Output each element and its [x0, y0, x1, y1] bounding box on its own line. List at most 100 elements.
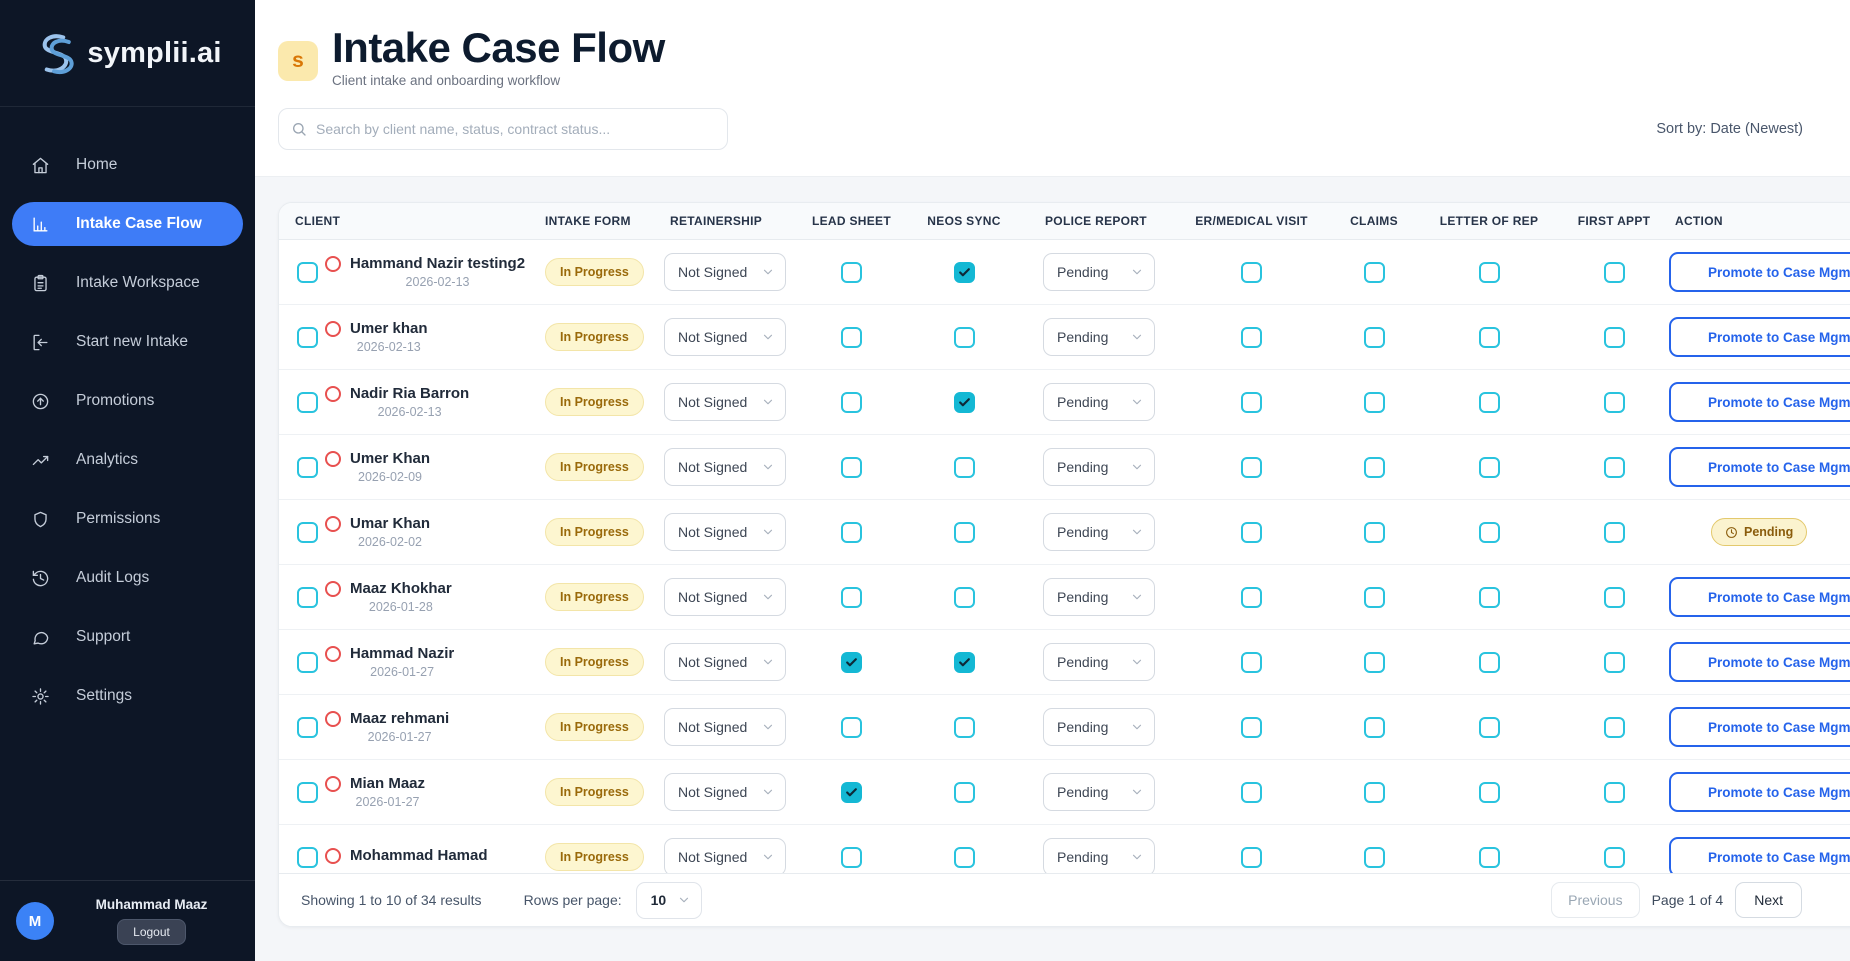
retainership-select[interactable]: Not Signed [664, 578, 786, 617]
retainership-select[interactable]: Not Signed [664, 773, 786, 812]
police-report-select[interactable]: Pending [1043, 448, 1155, 487]
neos-sync-checkbox[interactable] [953, 456, 975, 478]
promote-to-case-mgmt-button[interactable]: Promote to Case Mgmt [1669, 317, 1850, 358]
letter-of-rep-checkbox[interactable] [1478, 521, 1500, 543]
row-select-checkbox[interactable] [296, 651, 318, 673]
retainership-select[interactable]: Not Signed [664, 318, 786, 357]
lead-sheet-checkbox[interactable] [841, 456, 862, 478]
first-appt-checkbox[interactable] [1603, 781, 1625, 803]
first-appt-checkbox[interactable] [1603, 261, 1625, 283]
claims-checkbox[interactable] [1363, 846, 1385, 868]
letter-of-rep-checkbox[interactable] [1478, 846, 1500, 868]
lead-sheet-checkbox[interactable] [841, 326, 862, 348]
neos-sync-checkbox[interactable] [953, 586, 975, 608]
letter-of-rep-checkbox[interactable] [1478, 391, 1500, 413]
police-report-select[interactable]: Pending [1043, 578, 1155, 617]
first-appt-checkbox[interactable] [1603, 586, 1625, 608]
police-report-select[interactable]: Pending [1043, 708, 1155, 747]
police-report-select[interactable]: Pending [1043, 318, 1155, 357]
retainership-select[interactable]: Not Signed [664, 708, 786, 747]
claims-checkbox[interactable] [1363, 651, 1385, 673]
claims-checkbox[interactable] [1363, 391, 1385, 413]
letter-of-rep-checkbox[interactable] [1478, 586, 1500, 608]
lead-sheet-checkbox[interactable] [841, 586, 862, 608]
neos-sync-checkbox[interactable] [953, 521, 975, 543]
sidebar-item-permissions[interactable]: Permissions [12, 497, 243, 541]
lead-sheet-checkbox[interactable] [841, 846, 862, 868]
sidebar-item-start-new-intake[interactable]: Start new Intake [12, 320, 243, 364]
next-page-button[interactable]: Next [1735, 882, 1802, 919]
promote-to-case-mgmt-button[interactable]: Promote to Case Mgmt [1669, 837, 1850, 874]
police-report-select[interactable]: Pending [1043, 838, 1155, 874]
promote-to-case-mgmt-button[interactable]: Promote to Case Mgmt [1669, 707, 1850, 748]
sidebar-item-audit-logs[interactable]: Audit Logs [12, 556, 243, 600]
letter-of-rep-checkbox[interactable] [1478, 781, 1500, 803]
first-appt-checkbox[interactable] [1603, 716, 1625, 738]
claims-checkbox[interactable] [1363, 261, 1385, 283]
er-medical-visit-checkbox[interactable] [1241, 716, 1262, 738]
retainership-select[interactable]: Not Signed [664, 513, 786, 552]
row-select-checkbox[interactable] [296, 261, 318, 283]
row-select-checkbox[interactable] [296, 326, 318, 348]
sidebar-item-promotions[interactable]: Promotions [12, 379, 243, 423]
promote-to-case-mgmt-button[interactable]: Promote to Case Mgmt [1669, 577, 1850, 618]
promote-to-case-mgmt-button[interactable]: Promote to Case Mgmt [1669, 447, 1850, 488]
er-medical-visit-checkbox[interactable] [1241, 846, 1262, 868]
neos-sync-checkbox[interactable] [953, 326, 975, 348]
police-report-select[interactable]: Pending [1043, 383, 1155, 422]
neos-sync-checkbox[interactable] [953, 651, 975, 673]
neos-sync-checkbox[interactable] [953, 391, 975, 413]
er-medical-visit-checkbox[interactable] [1241, 456, 1262, 478]
lead-sheet-checkbox[interactable] [841, 391, 862, 413]
sidebar-item-analytics[interactable]: Analytics [12, 438, 243, 482]
letter-of-rep-checkbox[interactable] [1478, 651, 1500, 673]
claims-checkbox[interactable] [1363, 716, 1385, 738]
er-medical-visit-checkbox[interactable] [1241, 521, 1262, 543]
sidebar-item-settings[interactable]: Settings [12, 674, 243, 718]
promote-to-case-mgmt-button[interactable]: Promote to Case Mgmt [1669, 772, 1850, 813]
row-select-checkbox[interactable] [296, 586, 318, 608]
lead-sheet-checkbox[interactable] [841, 651, 862, 673]
claims-checkbox[interactable] [1363, 456, 1385, 478]
er-medical-visit-checkbox[interactable] [1241, 326, 1262, 348]
row-select-checkbox[interactable] [296, 521, 318, 543]
police-report-select[interactable]: Pending [1043, 253, 1155, 292]
lead-sheet-checkbox[interactable] [841, 521, 862, 543]
claims-checkbox[interactable] [1363, 586, 1385, 608]
retainership-select[interactable]: Not Signed [664, 838, 786, 874]
claims-checkbox[interactable] [1363, 326, 1385, 348]
sidebar-item-home[interactable]: Home [12, 143, 243, 187]
letter-of-rep-checkbox[interactable] [1478, 261, 1500, 283]
claims-checkbox[interactable] [1363, 781, 1385, 803]
row-select-checkbox[interactable] [296, 781, 318, 803]
retainership-select[interactable]: Not Signed [664, 253, 786, 292]
lead-sheet-checkbox[interactable] [841, 261, 862, 283]
sidebar-item-intake-workspace[interactable]: Intake Workspace [12, 261, 243, 305]
er-medical-visit-checkbox[interactable] [1241, 586, 1262, 608]
letter-of-rep-checkbox[interactable] [1478, 456, 1500, 478]
first-appt-checkbox[interactable] [1603, 456, 1625, 478]
row-select-checkbox[interactable] [296, 456, 318, 478]
promote-to-case-mgmt-button[interactable]: Promote to Case Mgmt [1669, 252, 1850, 293]
previous-page-button[interactable]: Previous [1551, 882, 1640, 919]
er-medical-visit-checkbox[interactable] [1241, 261, 1262, 283]
row-select-checkbox[interactable] [296, 846, 318, 868]
row-select-checkbox[interactable] [296, 716, 318, 738]
retainership-select[interactable]: Not Signed [664, 383, 786, 422]
police-report-select[interactable]: Pending [1043, 643, 1155, 682]
first-appt-checkbox[interactable] [1603, 846, 1625, 868]
sidebar-item-support[interactable]: Support [12, 615, 243, 659]
neos-sync-checkbox[interactable] [953, 781, 975, 803]
neos-sync-checkbox[interactable] [953, 716, 975, 738]
retainership-select[interactable]: Not Signed [664, 643, 786, 682]
police-report-select[interactable]: Pending [1043, 513, 1155, 552]
rows-per-page-select[interactable]: 10 [635, 881, 702, 919]
claims-checkbox[interactable] [1363, 521, 1385, 543]
retainership-select[interactable]: Not Signed [664, 448, 786, 487]
row-select-checkbox[interactable] [296, 391, 318, 413]
police-report-select[interactable]: Pending [1043, 773, 1155, 812]
promote-to-case-mgmt-button[interactable]: Promote to Case Mgmt [1669, 382, 1850, 423]
neos-sync-checkbox[interactable] [953, 261, 975, 283]
first-appt-checkbox[interactable] [1603, 326, 1625, 348]
first-appt-checkbox[interactable] [1603, 521, 1625, 543]
